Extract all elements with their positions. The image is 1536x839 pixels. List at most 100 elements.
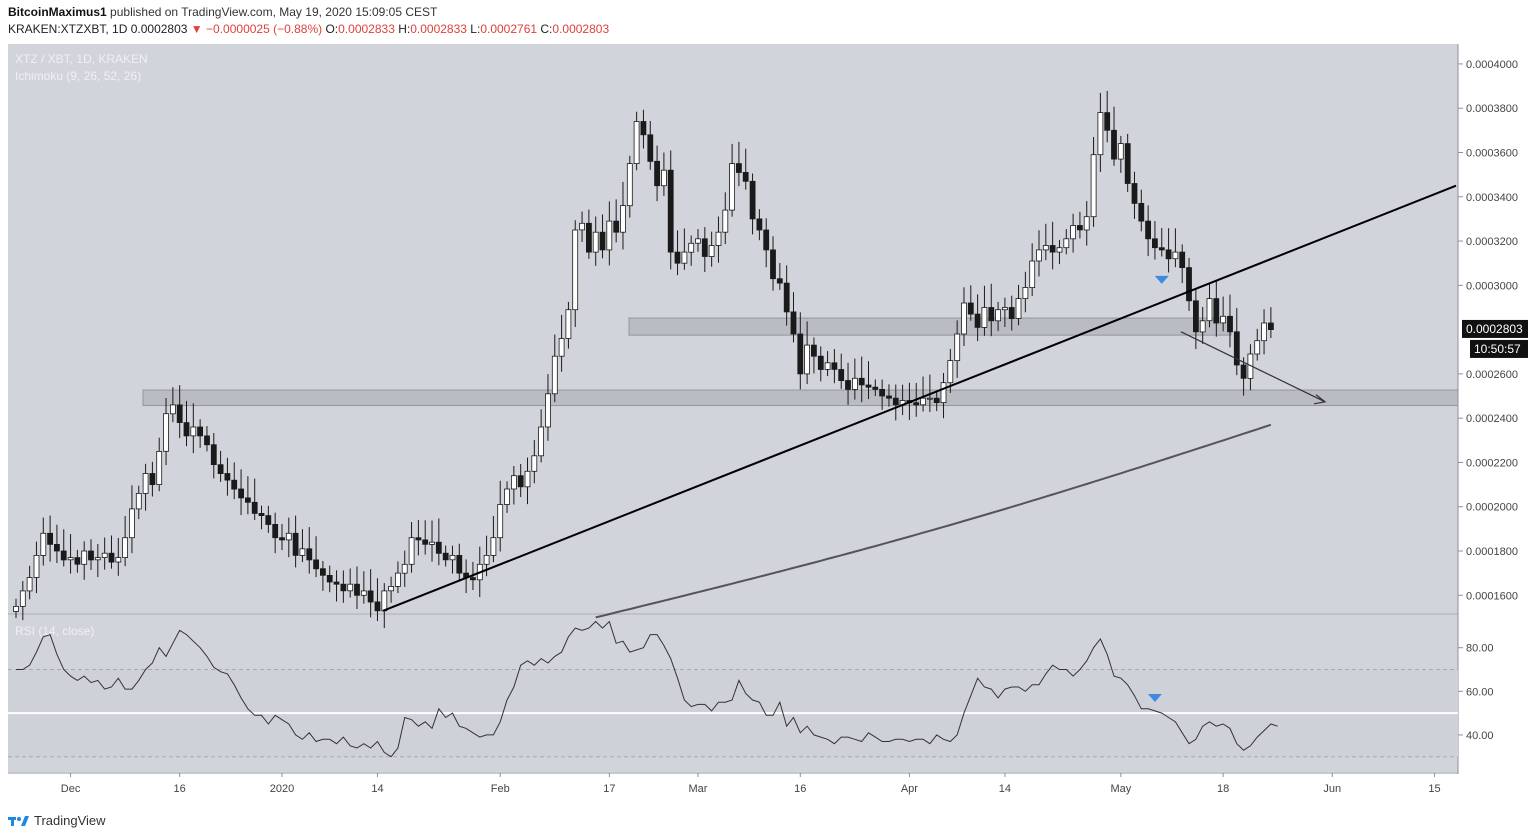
candle-body[interactable] <box>1049 245 1056 253</box>
candle-body[interactable] <box>1002 307 1008 311</box>
candle-body[interactable] <box>852 377 858 390</box>
candle-body[interactable] <box>490 537 497 556</box>
candle-body[interactable] <box>415 537 422 541</box>
candle-body[interactable] <box>620 205 626 233</box>
candle-body[interactable] <box>135 492 142 510</box>
ascending-trendline[interactable] <box>382 184 1457 612</box>
candle-body[interactable] <box>606 220 613 251</box>
candle-body[interactable] <box>176 404 183 423</box>
candle-body[interactable] <box>1186 267 1192 302</box>
candle-body[interactable] <box>1240 364 1247 379</box>
candle-body[interactable] <box>1111 129 1117 160</box>
candle-body[interactable] <box>1083 216 1090 231</box>
candle-body[interactable] <box>1220 315 1226 324</box>
candle-body[interactable] <box>838 369 845 382</box>
candle-body[interactable] <box>722 209 729 233</box>
candle-body[interactable] <box>661 169 667 187</box>
candle-body[interactable] <box>1029 260 1036 289</box>
candle-body[interactable] <box>381 590 388 612</box>
candle-body[interactable] <box>524 470 531 488</box>
candle-body[interactable] <box>483 555 490 565</box>
candle-body[interactable] <box>967 302 974 315</box>
candle-body[interactable] <box>613 220 620 233</box>
candle-body[interactable] <box>1090 154 1097 218</box>
candle-body[interactable] <box>538 426 544 457</box>
candle-body[interactable] <box>94 557 101 561</box>
candle-body[interactable] <box>54 544 60 552</box>
author-name[interactable]: BitcoinMaximus1 <box>8 5 107 19</box>
candle-body[interactable] <box>933 397 940 404</box>
candle-body[interactable] <box>1117 143 1124 160</box>
candle-body[interactable] <box>469 577 476 581</box>
candle-body[interactable] <box>1261 322 1267 342</box>
candle-body[interactable] <box>19 590 26 607</box>
candle-body[interactable] <box>142 473 149 494</box>
candle-body[interactable] <box>995 309 1001 322</box>
candle-body[interactable] <box>981 307 988 328</box>
candle-body[interactable] <box>858 377 865 386</box>
candle-body[interactable] <box>217 464 224 475</box>
candle-body[interactable] <box>306 548 313 561</box>
candle-body[interactable] <box>695 238 701 244</box>
candle-body[interactable] <box>354 583 360 596</box>
candle-body[interactable] <box>804 344 810 375</box>
candle-body[interactable] <box>347 583 354 592</box>
candle-body[interactable] <box>190 426 197 437</box>
candle-body[interactable] <box>408 537 415 565</box>
candle-body[interactable] <box>892 397 899 406</box>
candle-body[interactable] <box>586 222 592 253</box>
candle-body[interactable] <box>776 278 783 284</box>
candle-body[interactable] <box>197 426 204 437</box>
candle-body[interactable] <box>435 541 442 554</box>
candle-body[interactable] <box>1131 183 1138 204</box>
candle-body[interactable] <box>599 231 606 251</box>
candle-body[interactable] <box>708 245 715 258</box>
candle-body[interactable] <box>183 422 190 437</box>
candle-body[interactable] <box>169 404 176 415</box>
candle-body[interactable] <box>47 532 53 545</box>
candle-body[interactable] <box>845 380 851 390</box>
rsi-line[interactable] <box>16 620 1278 758</box>
candle-body[interactable] <box>299 548 306 556</box>
candle-body[interactable] <box>33 555 40 578</box>
candle-body[interactable] <box>510 475 517 490</box>
candle-body[interactable] <box>1145 220 1151 240</box>
candle-body[interactable] <box>913 402 920 406</box>
candle-body[interactable] <box>749 180 756 220</box>
candle-body[interactable] <box>313 559 320 570</box>
candle-body[interactable] <box>1158 247 1165 251</box>
candle-body[interactable] <box>558 338 565 357</box>
candle-body[interactable] <box>292 532 299 556</box>
candle-body[interactable] <box>1152 238 1158 249</box>
candle-body[interactable] <box>920 397 926 406</box>
candle-body[interactable] <box>831 362 838 370</box>
candle-body[interactable] <box>817 355 824 370</box>
support-zone[interactable] <box>142 389 1459 407</box>
candle-body[interactable] <box>244 497 251 503</box>
candle-body[interactable] <box>1206 298 1213 322</box>
tradingview-footer[interactable]: TradingView <box>8 813 106 828</box>
breakdown-marker-icon[interactable] <box>1154 275 1169 284</box>
candle-body[interactable] <box>1254 340 1261 355</box>
candle-body[interactable] <box>360 590 367 596</box>
candle-body[interactable] <box>763 229 770 251</box>
candle-body[interactable] <box>40 532 47 556</box>
candle-body[interactable] <box>961 302 967 335</box>
candle-body[interactable] <box>715 231 722 246</box>
candle-body[interactable] <box>947 360 954 384</box>
candle-body[interactable] <box>1172 251 1179 260</box>
candle-body[interactable] <box>688 242 695 253</box>
candle-body[interactable] <box>1179 251 1186 269</box>
candle-body[interactable] <box>1227 315 1233 333</box>
candle-body[interactable] <box>238 488 245 499</box>
candle-body[interactable] <box>954 333 961 362</box>
candle-body[interactable] <box>736 163 742 173</box>
candle-body[interactable] <box>797 333 804 375</box>
candle-body[interactable] <box>204 435 210 446</box>
candle-body[interactable] <box>265 515 272 525</box>
candle-body[interactable] <box>579 222 585 231</box>
candle-body[interactable] <box>333 581 340 585</box>
candle-body[interactable] <box>545 393 551 428</box>
moving-average-line[interactable] <box>595 423 1272 619</box>
candle-body[interactable] <box>272 524 279 539</box>
